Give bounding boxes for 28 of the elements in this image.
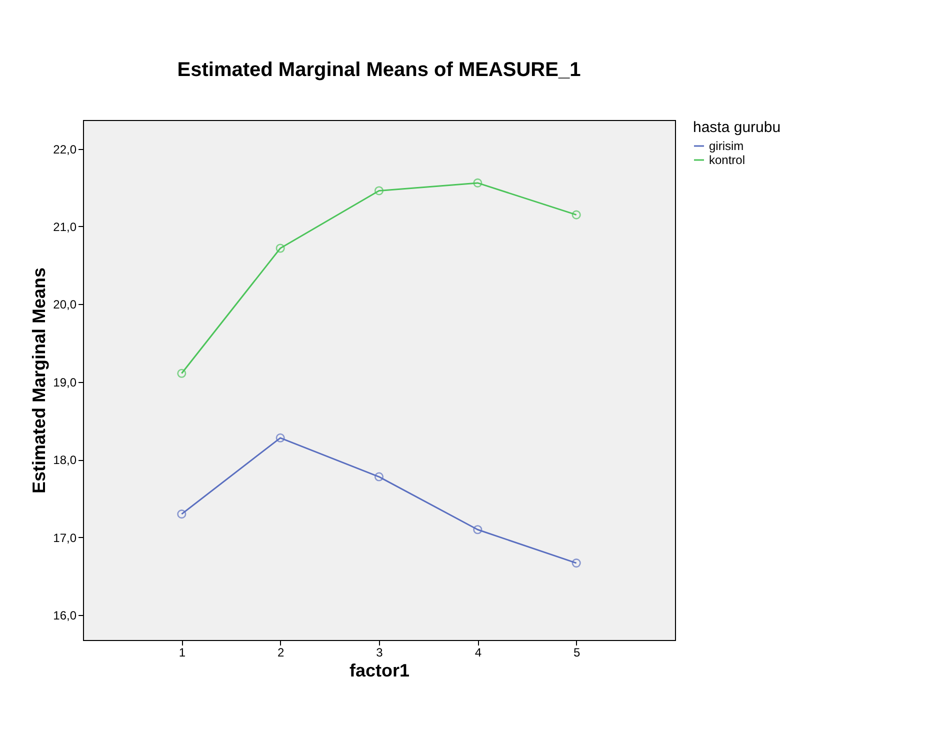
y-tick-label: 18,0 <box>53 453 77 468</box>
y-tick-label: 21,0 <box>53 220 77 234</box>
x-tick-label: 1 <box>178 646 186 660</box>
point <box>276 244 285 253</box>
point <box>572 558 581 568</box>
legend-label: girisim <box>709 139 744 153</box>
legend-label: kontrol <box>709 153 746 167</box>
y-tick-label: 22,0 <box>53 142 77 156</box>
x-tick-label: 3 <box>376 646 384 660</box>
point <box>473 178 482 188</box>
point <box>473 525 482 534</box>
point <box>374 472 384 482</box>
y-tick-label: 17,0 <box>53 530 77 545</box>
point <box>177 510 186 519</box>
x-tick-label: 4 <box>474 646 482 660</box>
point <box>276 433 285 442</box>
x-tick-label: 2 <box>277 646 284 660</box>
x-axis-title: factor1 <box>349 660 410 680</box>
x-tick-label: 5 <box>573 646 580 660</box>
y-tick-label: 20,0 <box>53 298 77 312</box>
y-tick-label: 16,0 <box>53 608 77 623</box>
point <box>572 210 581 220</box>
chart-title: Estimated Marginal Means of MEASURE_1 <box>177 59 581 81</box>
y-tick-label: 19,0 <box>53 375 77 390</box>
point <box>177 368 186 378</box>
y-axis-title: Estimated Marginal Means <box>29 267 50 494</box>
point <box>374 186 384 196</box>
legend-title: hasta gurubu <box>693 119 781 136</box>
